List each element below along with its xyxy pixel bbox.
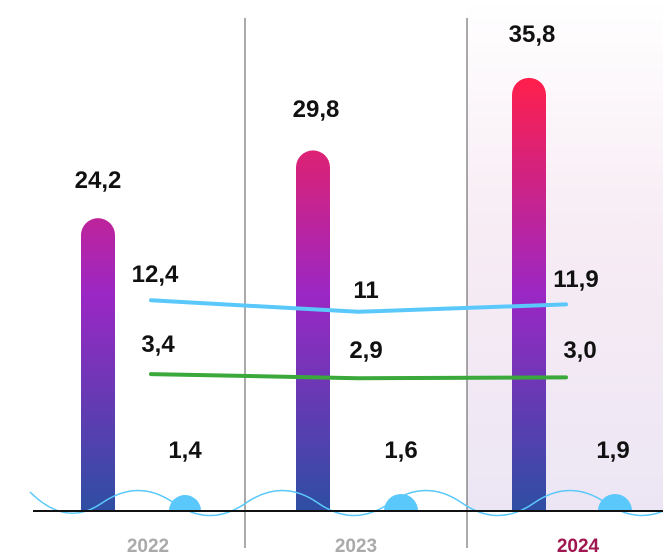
line1-value-label-2023: 11 (353, 277, 378, 304)
marker-value-label-2023: 1,6 (384, 437, 417, 464)
x-tick-label-2024: 2024 (557, 536, 600, 554)
wave-decoration (29, 489, 663, 517)
bar-2023 (296, 150, 330, 512)
bar-2022 (81, 218, 115, 511)
line2-value-label-2023: 2,9 (349, 337, 382, 364)
line1-value-label-2024: 11,9 (553, 266, 598, 293)
bar-value-label-2024: 35,8 (509, 21, 556, 48)
line2-value-label-2024: 3,0 (563, 337, 596, 364)
marker-value-label-2022: 1,4 (168, 437, 202, 464)
marker-2023 (384, 494, 418, 511)
line-series-1 (149, 298, 568, 314)
bar-value-label-2022: 24,2 (75, 167, 122, 194)
marker-2024 (598, 494, 632, 511)
line2-value-label-2022: 3,4 (141, 331, 175, 358)
highlight-column-background (467, 0, 663, 511)
marker-value-label-2024: 1,9 (596, 437, 629, 464)
line-series-2 (149, 372, 568, 381)
bar-value-label-2023: 29,8 (293, 96, 340, 123)
x-tick-label-2022: 2022 (127, 536, 169, 554)
marker-2022 (169, 495, 201, 511)
bar-2024 (512, 77, 546, 511)
x-tick-label-2023: 2023 (335, 536, 377, 554)
line1-value-label-2022: 12,4 (132, 261, 179, 288)
